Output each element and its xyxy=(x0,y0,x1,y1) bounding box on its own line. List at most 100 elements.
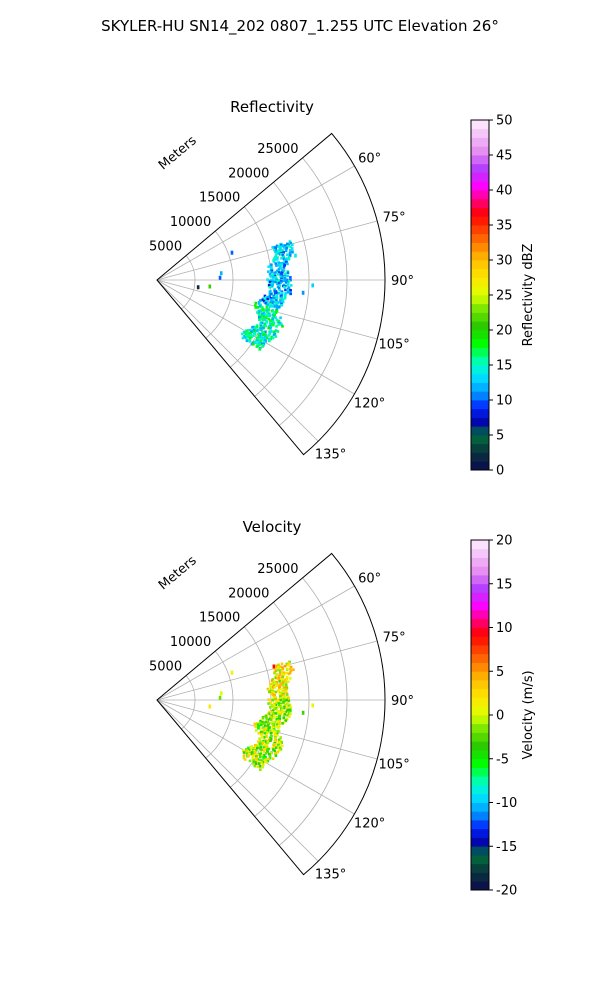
colorbar-segment xyxy=(471,286,489,296)
data-gate xyxy=(262,309,266,312)
data-gate xyxy=(272,257,276,260)
data-gate xyxy=(278,669,282,672)
data-gate xyxy=(274,335,278,338)
data-gate xyxy=(276,282,279,286)
angle-tick-label: 135° xyxy=(315,868,346,883)
data-gate xyxy=(248,338,251,342)
data-gate xyxy=(280,304,284,307)
data-gate xyxy=(284,244,287,247)
data-gate xyxy=(260,748,263,752)
data-gate xyxy=(260,754,264,758)
data-gate xyxy=(261,761,265,764)
data-gate xyxy=(271,305,274,308)
data-gate xyxy=(264,295,268,299)
data-gate xyxy=(271,280,275,284)
data-gate xyxy=(253,758,257,762)
data-gate xyxy=(253,722,257,726)
data-gate xyxy=(259,317,263,321)
data-gate xyxy=(282,701,285,704)
data-gate xyxy=(284,249,288,253)
data-gate xyxy=(241,749,245,752)
data-gate xyxy=(257,334,261,337)
data-gate xyxy=(252,747,255,750)
data-gate xyxy=(255,756,258,760)
colorbar-segment xyxy=(471,207,489,217)
data-gate xyxy=(278,715,282,718)
data-gate xyxy=(254,301,258,305)
reflectivity-panel: 5000 10000 15000 20000 25000 Meters 60° 75° 90° 1… xyxy=(149,98,536,479)
data-gate xyxy=(283,264,286,267)
data-gate xyxy=(279,250,283,254)
colorbar-segment xyxy=(471,846,489,856)
data-gate xyxy=(271,698,274,702)
data-gate xyxy=(276,668,279,672)
data-gate xyxy=(275,309,279,313)
data-gate xyxy=(279,248,283,252)
colorbar-segment xyxy=(471,321,489,331)
data-gate xyxy=(278,284,282,287)
grid-arc xyxy=(278,157,348,426)
data-gate xyxy=(275,725,278,728)
colorbar-segment xyxy=(471,137,489,147)
data-gate xyxy=(288,677,292,680)
colorbar-tick-label: 35 xyxy=(496,219,513,234)
data-gate xyxy=(264,738,268,742)
data-gate xyxy=(240,332,244,336)
colorbar-tick-label: 40 xyxy=(496,184,513,199)
data-gate xyxy=(265,321,268,324)
data-gate xyxy=(255,755,258,758)
data-gate xyxy=(277,305,281,309)
data-gate xyxy=(260,305,264,309)
data-gate xyxy=(284,690,288,694)
data-gate xyxy=(265,336,269,340)
data-gate xyxy=(278,722,281,726)
data-gate xyxy=(262,756,266,759)
colorbar-segment xyxy=(471,242,489,252)
data-gate xyxy=(271,705,275,709)
data-gate xyxy=(268,710,271,714)
data-gate xyxy=(258,746,262,750)
data-gate xyxy=(281,254,285,257)
data-gate xyxy=(281,675,285,679)
data-gate xyxy=(286,244,289,248)
data-gate xyxy=(263,758,267,762)
data-gate xyxy=(289,241,292,245)
colorbar-segment xyxy=(471,863,489,873)
data-gate xyxy=(262,735,266,739)
data-gate xyxy=(282,710,286,714)
colorbar-segment xyxy=(471,653,489,663)
data-gate xyxy=(246,746,250,750)
data-gate xyxy=(251,756,255,760)
data-gate xyxy=(242,751,246,754)
data-gate xyxy=(285,693,289,696)
data-gate xyxy=(269,718,273,721)
data-gate xyxy=(273,720,276,724)
data-gate xyxy=(251,326,254,329)
data-gate xyxy=(266,278,269,281)
data-gate xyxy=(261,326,265,330)
data-gate xyxy=(268,290,272,294)
data-gate xyxy=(267,265,270,268)
data-gate xyxy=(265,749,269,752)
data-gate xyxy=(274,258,278,261)
data-gate xyxy=(286,714,289,717)
data-gate xyxy=(278,695,282,698)
data-gate xyxy=(276,745,279,749)
data-gate xyxy=(287,255,291,259)
data-gate xyxy=(275,723,279,726)
data-gate xyxy=(248,759,252,763)
data-gate xyxy=(270,269,274,273)
colorbar-segment xyxy=(471,408,489,418)
colorbar-segment xyxy=(471,636,489,646)
data-gate xyxy=(272,716,275,720)
colorbar-segment xyxy=(471,680,489,690)
data-gate xyxy=(277,700,281,704)
data-gate xyxy=(274,669,278,673)
data-gate xyxy=(252,343,255,346)
data-gate xyxy=(275,293,279,297)
data-gate xyxy=(287,279,291,283)
data-gate xyxy=(267,712,271,716)
data-gate xyxy=(271,686,275,689)
data-gate xyxy=(258,737,261,740)
data-gate xyxy=(266,741,270,745)
